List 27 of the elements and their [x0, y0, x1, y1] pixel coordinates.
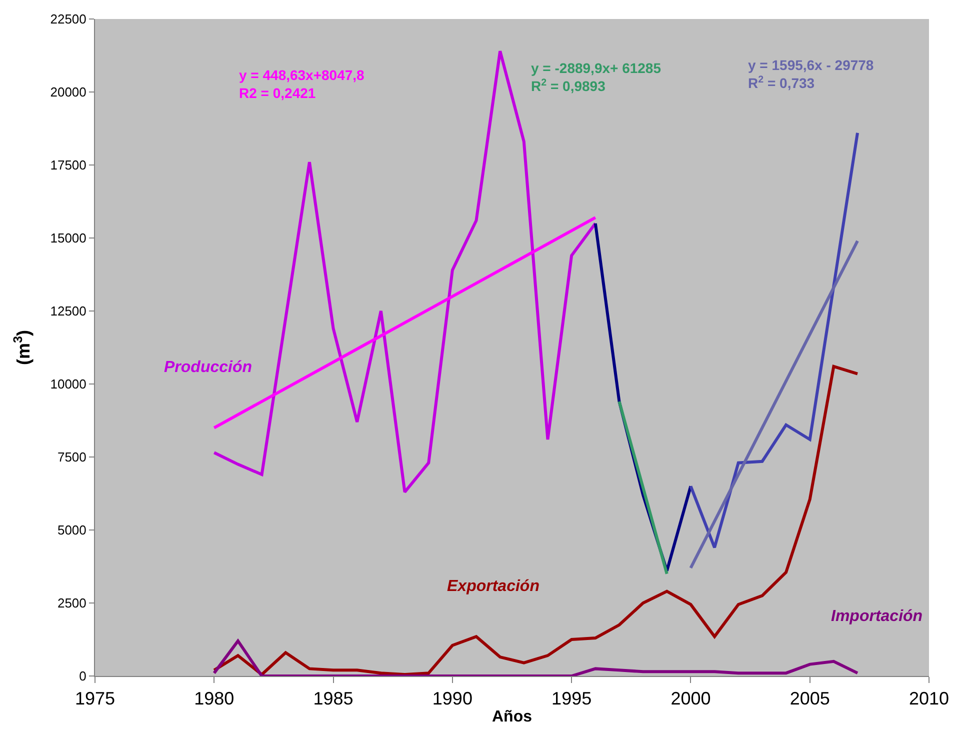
- annotation: y = -2889,9x+ 61285 R$^{2}$ = 0,9893: [531, 60, 662, 94]
- y-tick-label: 20000: [50, 84, 86, 100]
- y-tick-label: 22500: [50, 12, 86, 27]
- series-label: Producción: [164, 359, 252, 376]
- x-tick-label: 1990: [432, 688, 472, 709]
- text: Exportación: [447, 578, 540, 595]
- x-tick-label: 1980: [194, 688, 234, 709]
- annotation: y = 1595,6x - 29778 R$^{2}$ = 0,733: [748, 57, 874, 92]
- line-series: [689, 131, 860, 550]
- x-tick-label: 2000: [670, 688, 711, 709]
- y-tick-label: 7500: [57, 450, 86, 465]
- x-tick-label: 2005: [790, 688, 830, 709]
- x-tick-label: 2010: [908, 688, 950, 709]
- y-tick-label: 12500: [50, 304, 86, 319]
- y-tick-label: 2500: [57, 596, 86, 611]
- y-tick-label: 17500: [50, 158, 86, 173]
- y-tick-label: 5000: [57, 522, 86, 538]
- text: Importación: [831, 608, 923, 625]
- y-tick-label: 0: [79, 668, 86, 684]
- x-tick-label: 1975: [74, 688, 116, 709]
- y-tick-label: 10000: [50, 376, 86, 392]
- y-tick-label: 15000: [50, 230, 86, 246]
- x-tick-label: 1985: [313, 688, 354, 709]
- x-axis-title: Años: [492, 708, 532, 726]
- annotation: y = 448,63x+8047,8 R2 = 0,2421: [239, 67, 365, 102]
- line-series: [212, 639, 860, 676]
- x-tick-label: 1995: [552, 688, 592, 709]
